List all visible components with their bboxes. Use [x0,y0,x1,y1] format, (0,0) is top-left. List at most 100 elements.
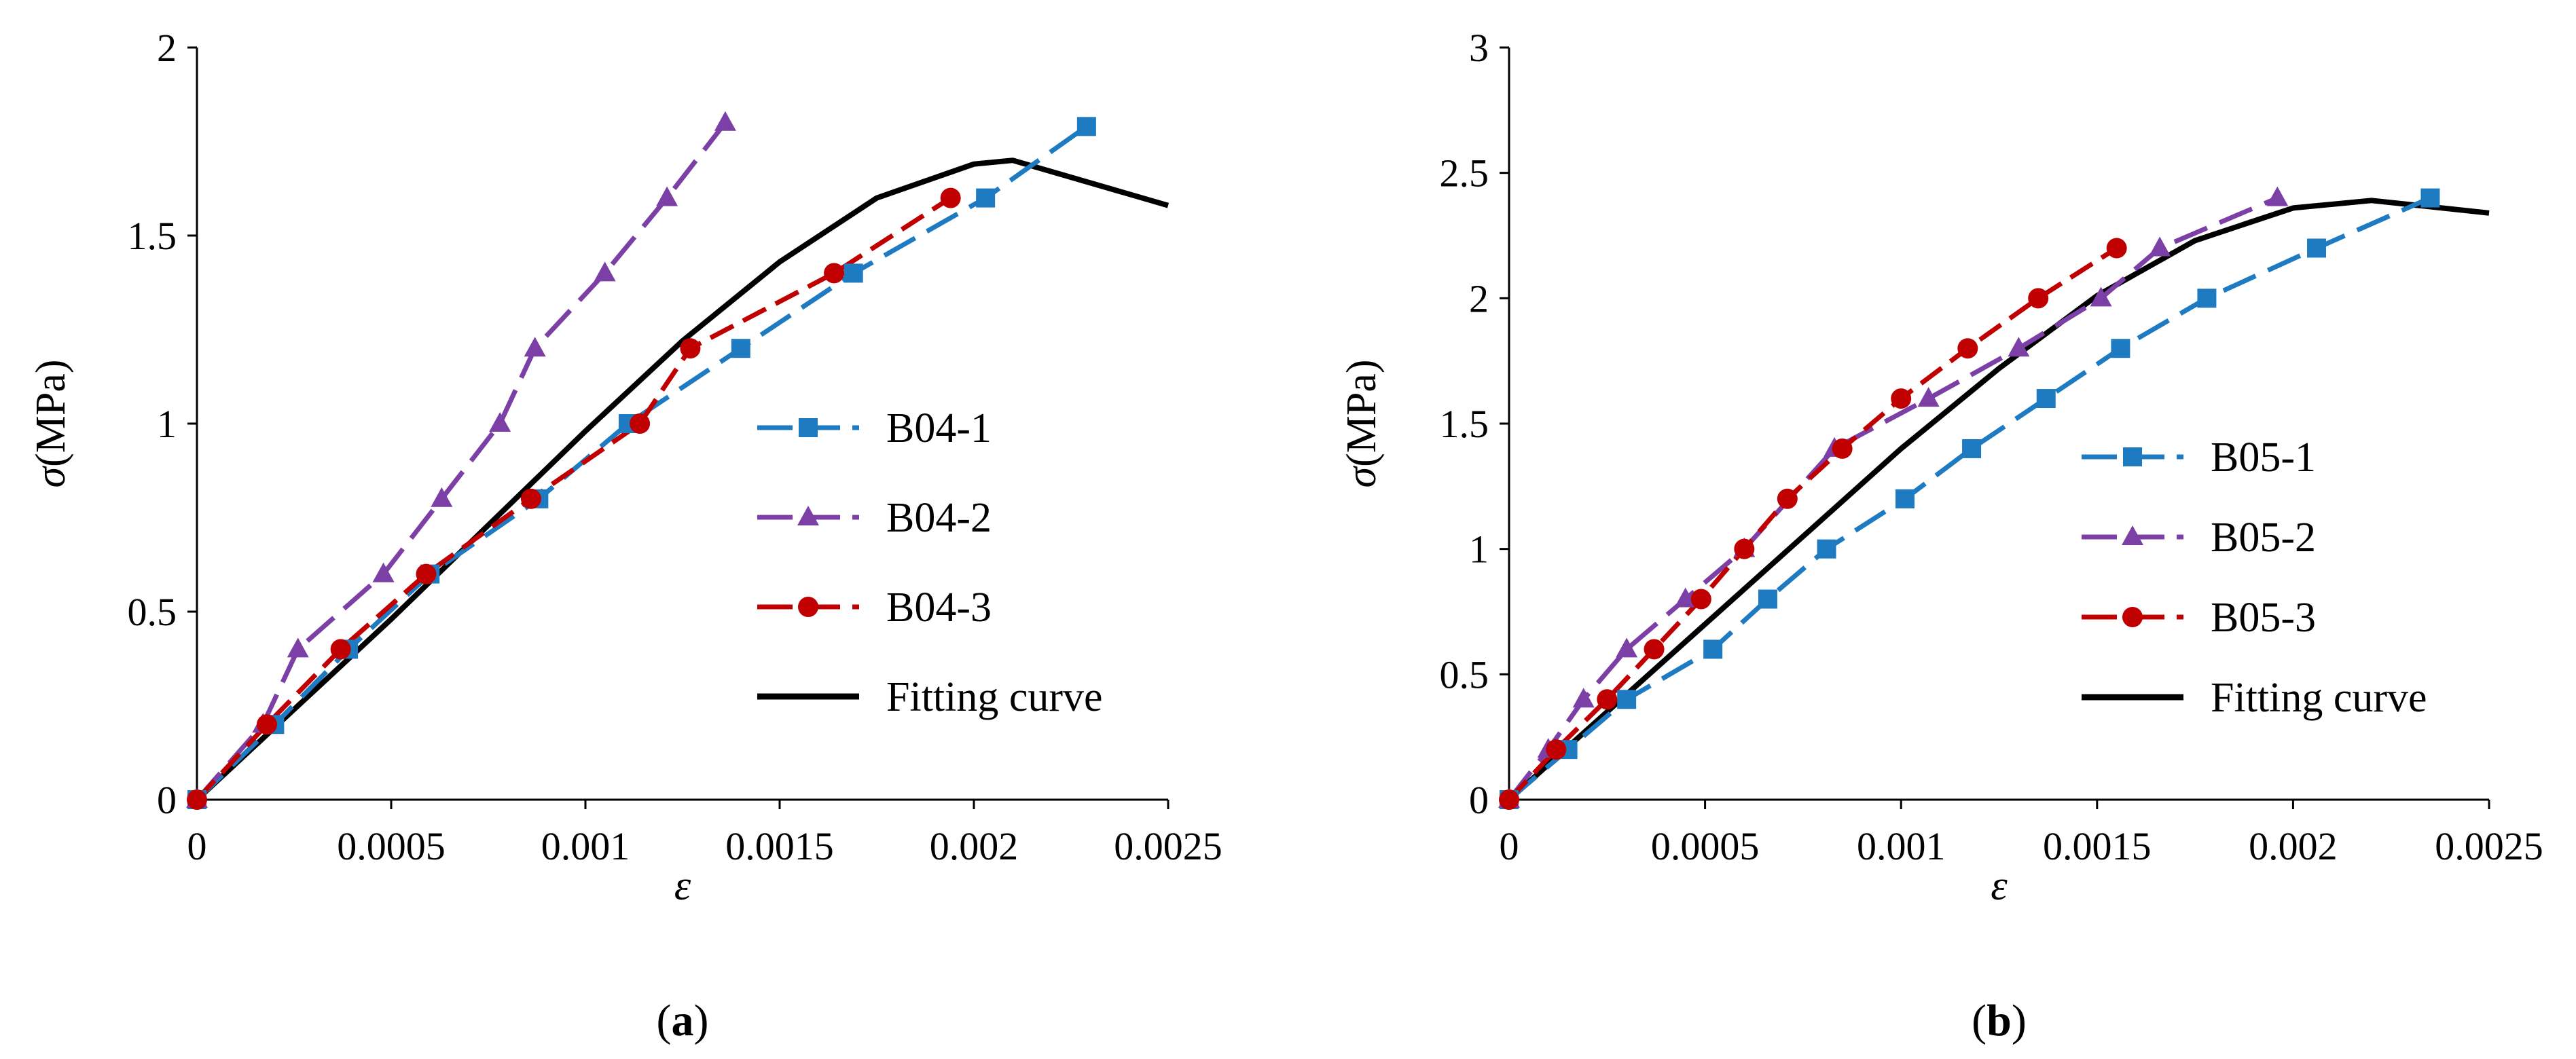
y-tick-label: 0.5 [1440,652,1489,696]
y-tick-label: 1.5 [1440,402,1489,446]
x-tick-label: 0.0015 [2043,824,2152,868]
y-axis-title: σ(MPa) [28,360,74,488]
x-tick-label: 0.002 [2249,824,2338,868]
data-point-b05-1 [2307,238,2327,258]
data-point-b04-2 [524,337,546,357]
data-point-b05-1 [1817,539,1836,559]
data-point-b04-3 [520,488,541,509]
data-point-b05-3 [1690,589,1711,610]
legend-label: B05-1 [2211,434,2316,481]
series-line-fitting-curve [1507,198,2490,802]
data-point-b04-3 [416,563,437,584]
x-tick-label: 0.0025 [1114,824,1222,868]
data-point-b05-3 [2106,238,2127,259]
legend: B04-1 B04-2 B04-3 Fitting curve [757,405,1103,720]
data-point-b04-3 [680,338,701,359]
x-tick-label: 0 [1500,824,1519,868]
legend-label: B04-1 [886,405,992,451]
legend-marker [2122,607,2143,627]
legend-label: Fitting curve [2211,675,2427,721]
legend-label: B04-3 [886,584,992,631]
data-point-b05-1 [1962,439,1982,458]
y-tick-label: 3 [1469,26,1489,70]
data-point-b05-2 [2266,186,2289,206]
data-point-b05-3 [1957,338,1978,359]
x-tick-label: 0 [187,824,207,868]
x-tick-label: 0.0005 [1651,824,1760,868]
legend: B05-1 B05-2 B05-3 Fitting curve [2082,434,2427,721]
legend-marker [797,506,819,525]
y-tick-label: 0 [157,778,177,822]
data-point-b05-1 [2036,389,2056,409]
x-tick-label: 0.001 [1857,824,1946,868]
y-tick-label: 0.5 [128,590,177,634]
data-point-b05-1 [1703,639,1723,659]
chart-panel-a: 0 0.5 1 1.5 2 0 0.0005 0.001 0.0015 0.002 0.0025 ε σ… [28,26,1222,1045]
data-point-b05-3 [1644,639,1665,660]
y-tick-label: 0 [1469,778,1489,822]
data-point-b05-1 [1895,489,1915,508]
data-point-b04-2 [287,637,309,658]
data-point-b05-3 [1734,538,1755,559]
data-point-b05-2 [2149,236,2171,257]
x-axis-title: ε [674,863,691,909]
y-tick-label: 1.5 [128,214,177,258]
data-point-b04-2 [372,562,395,582]
data-point-b04-2 [594,261,616,282]
data-point-b05-1 [2420,188,2440,208]
y-tick-label: 1 [157,402,177,446]
x-tick-label: 0.001 [541,824,630,868]
data-point-b05-2 [2008,337,2030,357]
chart-panel-b: 0 0.5 1 1.5 2 2.5 3 0 0.0005 0.001 0.0015 0.002 0.00… [1339,26,2543,1045]
data-point-b04-3 [256,714,277,735]
panel-label: (a) [657,996,709,1045]
y-axis-title: σ(MPa) [1339,360,1385,488]
x-tick-label: 0.0005 [337,824,446,868]
y-tick-label: 2.5 [1440,151,1489,196]
data-point-b05-2 [1917,387,1940,407]
x-tick-label: 0.0025 [2435,824,2543,868]
data-point-b05-2 [1572,688,1595,708]
data-point-b04-2 [656,186,678,206]
data-point-b04-1 [976,188,996,208]
series-line-b05-3 [1507,246,2118,802]
data-point-b05-1 [1617,690,1637,709]
data-point-b04-3 [187,789,207,810]
data-point-b04-1 [1076,117,1096,136]
x-axis-title: ε [1991,863,2008,909]
data-point-b04-2 [714,111,736,131]
legend-marker [798,597,818,617]
data-point-b04-3 [824,263,845,284]
legend-label: B05-2 [2211,515,2316,561]
data-point-b04-2 [431,487,453,507]
data-point-b05-3 [1832,438,1853,459]
data-point-b05-1 [2111,339,2130,358]
data-point-b05-3 [1597,689,1618,710]
data-point-b05-3 [2028,288,2049,309]
x-tick-label: 0.002 [930,824,1019,868]
legend-label: B04-2 [886,495,992,541]
legend-label: Fitting curve [886,674,1103,720]
data-point-b04-3 [940,187,961,208]
data-point-b04-1 [843,263,863,283]
data-point-b05-2 [1616,637,1638,658]
data-point-b05-3 [1891,388,1912,409]
data-point-b05-3 [1499,789,1519,810]
y-tick-label: 2 [157,26,177,70]
y-tick-label: 1 [1469,527,1489,572]
legend-label: B05-3 [2211,595,2316,641]
x-tick-label: 0.0015 [725,824,834,868]
legend-marker [2123,447,2142,466]
data-point-b04-2 [489,412,511,432]
series-line-fitting-curve [195,157,1169,802]
data-point-b05-1 [2197,289,2217,308]
data-point-b05-3 [1777,488,1798,509]
legend-marker [799,418,818,437]
data-point-b04-3 [330,639,351,660]
panel-label: (b) [1972,996,2027,1045]
y-tick-label: 2 [1469,276,1489,320]
data-point-b05-2 [2090,286,2112,307]
data-point-b04-3 [630,413,651,434]
data-point-b05-1 [1758,589,1777,609]
